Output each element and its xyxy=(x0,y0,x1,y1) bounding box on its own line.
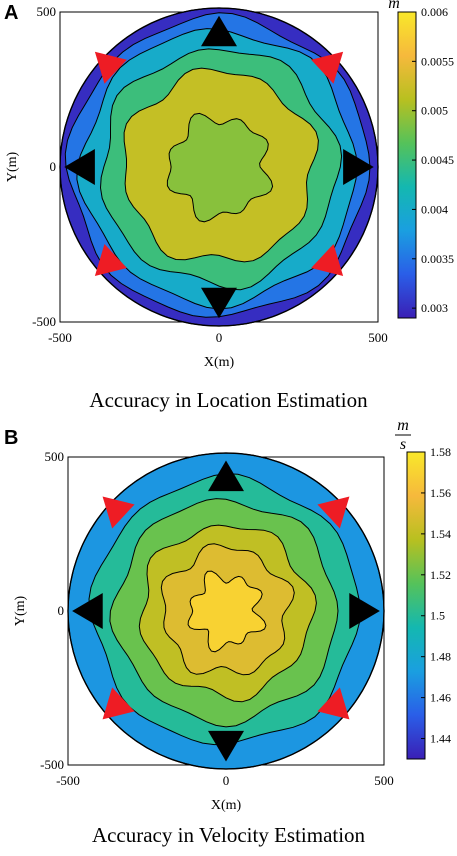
sensor-marker-red xyxy=(311,244,344,276)
sensor-marker-red xyxy=(94,244,127,276)
chart-caption: Accuracy in Location Estimation xyxy=(89,388,368,412)
y-tick-label: 0 xyxy=(58,603,65,618)
colorbar-tick-label: 1.46 xyxy=(430,691,451,705)
contour-regions xyxy=(67,452,385,770)
y-tick-label: 500 xyxy=(45,449,65,464)
colorbar xyxy=(406,451,426,760)
contour-level xyxy=(166,112,274,223)
y-tick-label: -500 xyxy=(40,757,64,772)
y-tick-label: 0 xyxy=(50,159,57,174)
colorbar-unit-denominator: s xyxy=(400,436,406,453)
contour-level xyxy=(187,570,267,653)
y-axis-label: Y(m) xyxy=(13,596,28,627)
x-tick-label: -500 xyxy=(48,330,72,345)
y-tick-label: -500 xyxy=(32,314,56,329)
sensor-marker-red xyxy=(94,51,127,84)
velocity-accuracy-chart: -500 0 500 500 0 -500 X(m) Y(m) 1.44 1.46 1.48 1.5 1… xyxy=(13,417,451,813)
sensor-marker-black xyxy=(72,593,103,629)
colorbar-tick-label: 1.56 xyxy=(430,486,451,500)
colorbar-tick-label: 0.003 xyxy=(421,301,448,315)
colorbar-tick-label: 1.5 xyxy=(430,609,445,623)
x-axis-label: X(m) xyxy=(211,798,242,813)
colorbar xyxy=(397,11,417,319)
location-accuracy-chart: -500 0 500 500 0 -500 X(m) Y(m) 0.003 0.0035 0.004… xyxy=(5,0,454,370)
sensor-marker-black xyxy=(343,149,374,185)
sensor-marker-red xyxy=(102,687,135,720)
sensor-marker-black xyxy=(64,149,95,185)
colorbar-unit: m xyxy=(388,0,400,12)
panel-label: B xyxy=(4,427,19,449)
panel-velocity-accuracy: B -500 0 500 500 0 -500 X(m) Y(m) 1.44 1.46 1.48 1.… xyxy=(0,417,457,856)
colorbar-tick-label: 0.006 xyxy=(421,5,448,19)
y-tick-label: 500 xyxy=(37,4,57,19)
sensor-marker-black xyxy=(349,593,380,629)
colorbar-tick-label: 1.54 xyxy=(430,527,451,541)
sensor-marker-red xyxy=(317,687,350,720)
colorbar-tick-label: 1.58 xyxy=(430,445,451,459)
x-axis-label: X(m) xyxy=(204,355,235,370)
chart-caption: Accuracy in Velocity Estimation xyxy=(91,823,366,847)
y-axis-label: Y(m) xyxy=(5,152,20,183)
region-boundary xyxy=(59,7,379,327)
colorbar-tick-label: 1.48 xyxy=(430,650,451,664)
sensor-marker-red xyxy=(102,496,135,529)
sensor-marker-black xyxy=(201,15,237,47)
sensor-marker-black xyxy=(208,730,244,762)
sensor-marker-red xyxy=(317,496,350,529)
x-tick-label: 500 xyxy=(374,773,394,788)
x-tick-label: -500 xyxy=(56,773,80,788)
colorbar-unit-numerator: m xyxy=(397,417,409,434)
region-boundary xyxy=(67,452,385,770)
contour-regions xyxy=(59,7,379,327)
sensor-marker-black xyxy=(201,287,237,319)
colorbar-tick-label: 0.0035 xyxy=(421,252,454,266)
x-tick-label: 0 xyxy=(223,773,230,788)
colorbar-tick-label: 0.0045 xyxy=(421,153,454,167)
colorbar-tick-label: 0.004 xyxy=(421,202,448,216)
sensor-marker-black xyxy=(208,460,244,492)
colorbar-tick-label: 0.0055 xyxy=(421,54,454,68)
x-tick-label: 500 xyxy=(368,330,388,345)
colorbar-tick-label: 1.44 xyxy=(430,732,451,746)
panel-label: A xyxy=(4,2,19,24)
x-tick-label: 0 xyxy=(216,330,223,345)
sensor-marker-red xyxy=(311,51,344,84)
colorbar-tick-label: 0.005 xyxy=(421,104,448,118)
colorbar-tick-label: 1.52 xyxy=(430,568,451,582)
panel-location-accuracy: A -500 0 500 500 0 -500 X(m) Y(m) 0.003 0.0035 0.0… xyxy=(0,0,457,425)
